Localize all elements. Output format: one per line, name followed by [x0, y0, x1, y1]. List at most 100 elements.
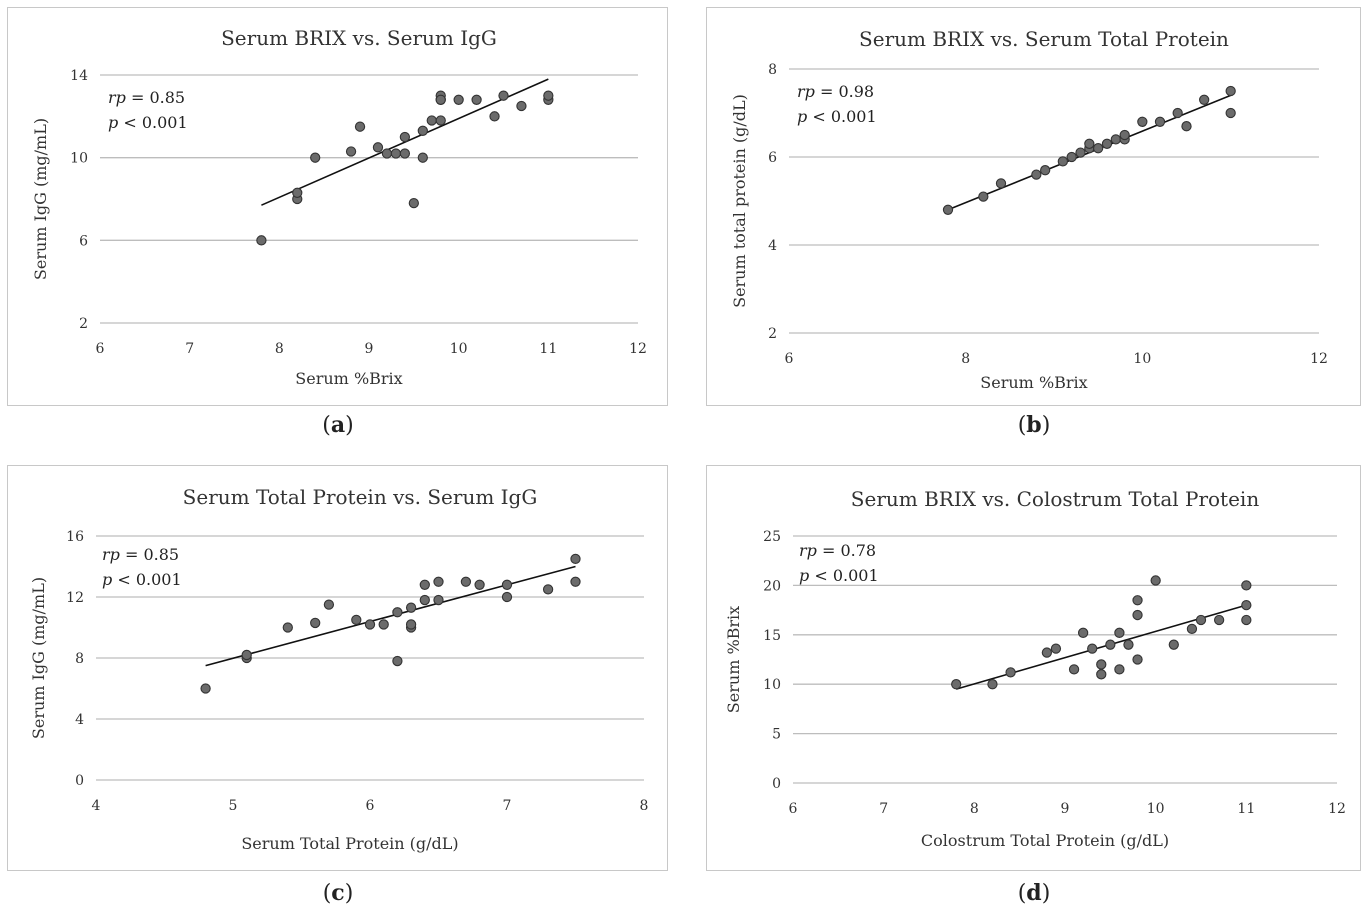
y-tick-label: 2: [768, 326, 777, 342]
data-point: [1168, 639, 1179, 650]
data-point: [417, 125, 428, 136]
x-tick-label: 9: [1061, 801, 1070, 817]
data-point: [1066, 151, 1077, 163]
y-tick-label: 6: [768, 150, 777, 166]
x-tick-label: 8: [970, 801, 979, 817]
data-point: [372, 142, 384, 153]
data-point: [378, 619, 389, 630]
data-point: [978, 191, 989, 202]
panel-c: Serum Total Protein vs. Serum IgG 0 4 8 12 16…: [7, 465, 668, 871]
data-point: [345, 146, 357, 157]
data-point: [942, 204, 954, 215]
data-point: [543, 90, 554, 101]
data-point: [1096, 659, 1107, 670]
data-point: [987, 679, 998, 690]
data-point: [1132, 609, 1143, 621]
x-axis-label: Serum Total Protein (g/dL): [241, 834, 458, 853]
data-point: [1057, 156, 1068, 167]
data-point: [1114, 627, 1125, 638]
data-point: [489, 111, 500, 122]
caption-b: (b): [1017, 412, 1051, 438]
y-tick-label: 8: [768, 62, 777, 78]
stat-r-annotation: rp = 0.85: [108, 88, 185, 107]
data-point: [282, 622, 293, 633]
data-point: [399, 148, 411, 159]
data-point: [1101, 138, 1113, 149]
data-point: [471, 94, 482, 105]
y-tick-label: 15: [763, 628, 781, 644]
x-tick-label: 7: [879, 801, 888, 817]
y-tick-label: 2: [79, 316, 88, 332]
x-tick-label: 6: [785, 351, 794, 367]
data-point: [460, 576, 472, 587]
data-point: [1241, 614, 1252, 626]
y-tick-label: 14: [70, 68, 88, 84]
x-tick-label: 10: [450, 341, 468, 357]
data-point: [419, 579, 430, 590]
y-axis-label: Serum IgG (mg/mL): [31, 118, 50, 280]
data-point: [1087, 643, 1098, 654]
data-point: [1110, 134, 1121, 145]
data-point: [354, 121, 366, 132]
stat-r-annotation: rp = 0.78: [799, 541, 876, 560]
data-point: [1031, 169, 1042, 180]
data-point: [1075, 147, 1086, 158]
y-tick-label: 8: [75, 651, 84, 667]
data-point: [310, 617, 321, 629]
data-point: [405, 602, 417, 613]
data-point: [310, 152, 321, 163]
y-tick-label: 20: [763, 578, 781, 594]
x-tick-label: 5: [229, 798, 238, 814]
chart-title: Serum Total Protein vs. Serum IgG: [183, 485, 538, 509]
y-tick-label: 12: [66, 590, 84, 606]
data-point: [453, 94, 464, 105]
x-tick-label: 6: [789, 801, 798, 817]
data-point: [501, 591, 513, 603]
data-point: [433, 594, 444, 606]
y-axis-label: Serum %Brix: [724, 606, 743, 713]
caption-a: (a): [322, 412, 354, 438]
data-point: [1195, 614, 1207, 626]
x-tick-label: 7: [185, 341, 194, 357]
data-point: [392, 655, 403, 667]
y-tick-label: 6: [79, 233, 88, 249]
data-point: [433, 576, 444, 587]
x-tick-label: 8: [640, 798, 649, 814]
x-axis-label: Serum %Brix: [980, 373, 1087, 392]
y-tick-label: 25: [763, 529, 781, 545]
data-point: [1154, 116, 1166, 127]
panel-b: Serum BRIX vs. Serum Total Protein 2 4 6 8 6 8…: [706, 7, 1361, 406]
data-point: [1084, 138, 1095, 149]
data-point: [1172, 107, 1183, 119]
chart-c: Serum Total Protein vs. Serum IgG0481216…: [29, 485, 649, 853]
x-tick-label: 8: [961, 351, 970, 367]
data-point: [241, 649, 252, 661]
data-point: [1041, 647, 1053, 658]
data-point: [256, 235, 267, 246]
data-point: [351, 614, 362, 626]
data-point: [323, 599, 335, 610]
data-point: [1186, 623, 1198, 635]
data-point: [405, 619, 417, 630]
y-tick-label: 4: [75, 712, 84, 728]
caption-c: (c): [322, 880, 354, 906]
data-point: [1199, 94, 1210, 105]
x-tick-label: 10: [1147, 801, 1165, 817]
y-tick-label: 0: [772, 776, 781, 792]
data-point: [381, 148, 393, 159]
data-point: [435, 94, 446, 105]
data-point: [1213, 614, 1225, 626]
y-tick-label: 10: [70, 151, 88, 167]
data-point: [516, 100, 527, 112]
data-point: [1077, 627, 1089, 638]
trendline: [261, 78, 549, 206]
stat-p-annotation: p < 0.001: [108, 113, 188, 132]
x-axis-label: Serum %Brix: [295, 369, 402, 388]
chart-b: Serum BRIX vs. Serum Total Protein 2 4 6 8 6 8…: [730, 27, 1328, 392]
data-point: [399, 131, 411, 143]
stat-p-annotation: p < 0.001: [102, 570, 182, 589]
y-axis-label: Serum total protein (g/dL): [730, 94, 749, 308]
data-point: [1132, 595, 1143, 606]
y-tick-label: 10: [763, 677, 781, 693]
data-point: [1114, 664, 1125, 675]
